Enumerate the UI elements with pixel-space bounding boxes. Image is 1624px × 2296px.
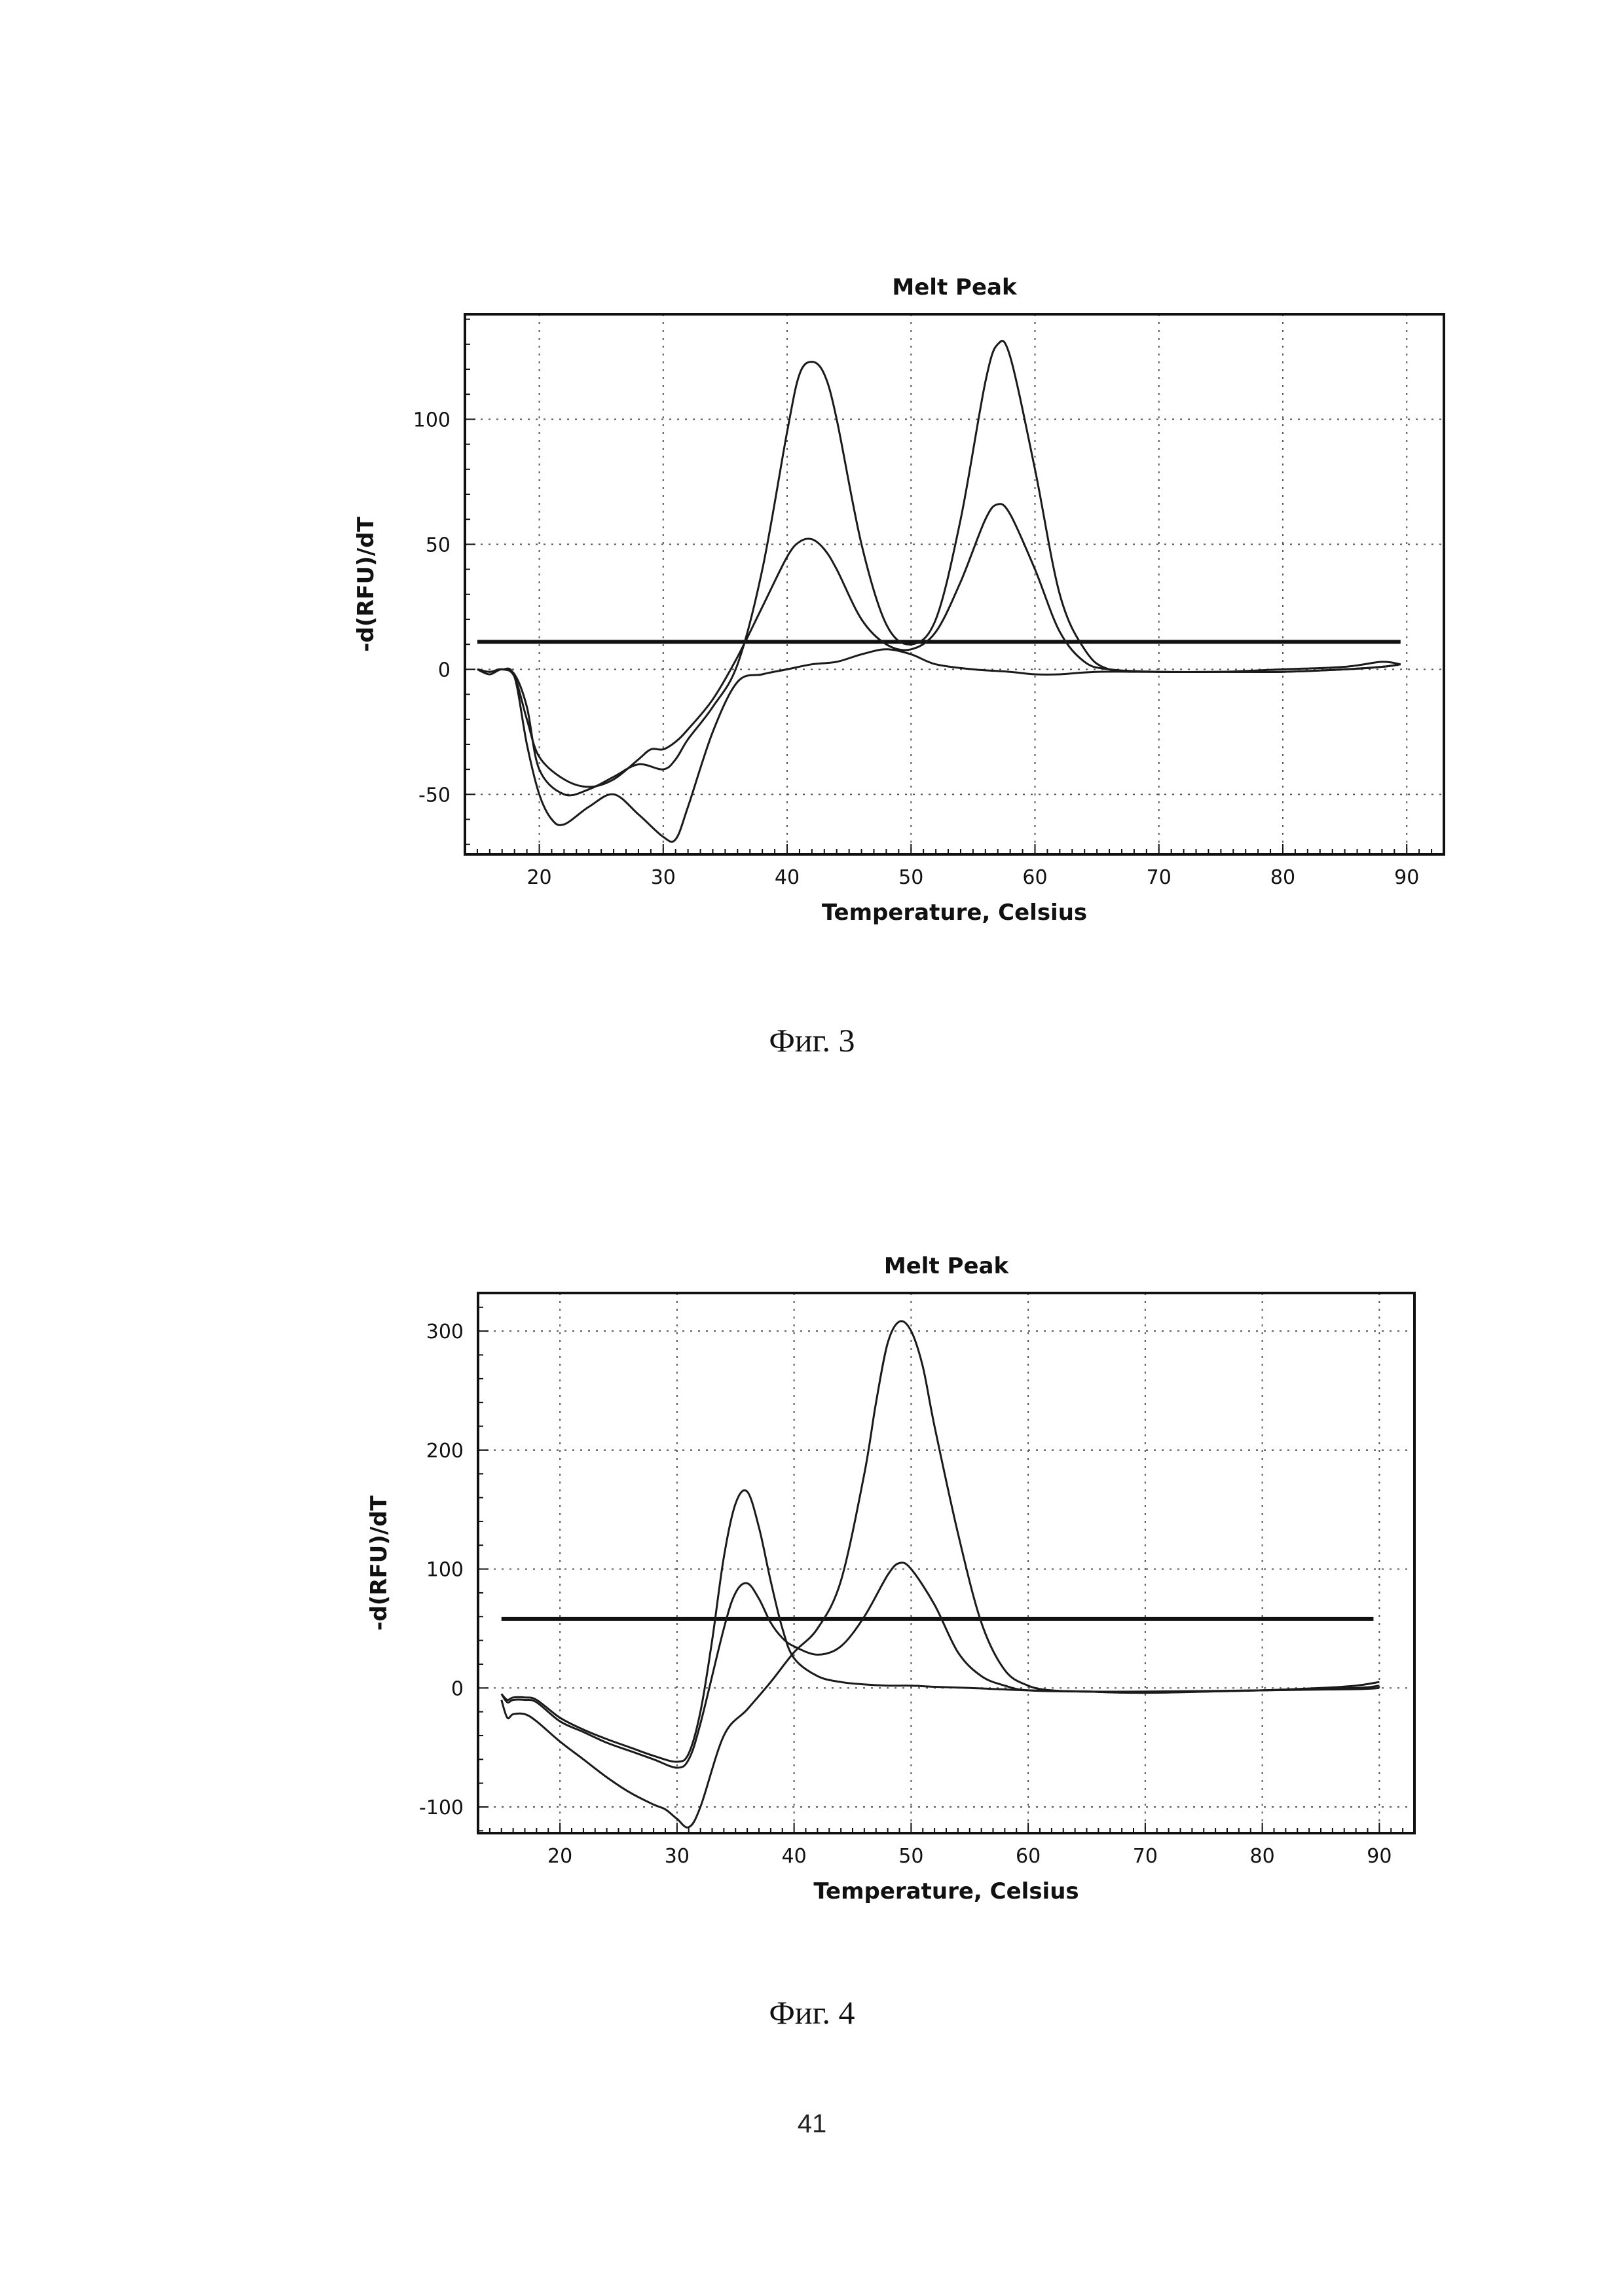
y-tick-label: -100: [419, 1796, 464, 1819]
series-line-1: [477, 341, 1401, 795]
melt-peak-chart-fig4: Melt Peak 20 30 40 50 60 70 80 90 -100 0 100 200 300 T…: [0, 1224, 1624, 1977]
page-number: 41: [0, 2109, 1624, 2139]
chart-title: Melt Peak: [892, 274, 1018, 301]
x-tick-label: 30: [665, 1845, 690, 1868]
melt-peak-chart-fig3: Melt Peak 20 30 40 50 60 70 80 90 -50 0 50 100 Temper…: [0, 249, 1624, 1002]
y-tick-label: -50: [418, 784, 451, 807]
y-tick-label: 0: [438, 659, 451, 682]
y-tick-label: 50: [426, 534, 451, 556]
x-tick-label: 80: [1270, 866, 1295, 889]
x-tick-label: 90: [1394, 866, 1419, 889]
x-tick-label: 70: [1147, 866, 1172, 889]
y-tick-label: 100: [426, 1559, 464, 1582]
x-tick-label: 20: [526, 866, 551, 889]
x-tick-label: 30: [651, 866, 676, 889]
y-axis-label: -d(RFU)/dT: [353, 516, 379, 651]
y-tick-label: 100: [413, 409, 451, 431]
x-axis-label: Temperature, Celsius: [813, 1878, 1079, 1904]
figure-4-caption: Фиг. 4: [0, 1994, 1624, 2032]
y-tick-label: 0: [451, 1677, 464, 1700]
x-tick-label: 40: [775, 866, 800, 889]
x-tick-label: 60: [1022, 866, 1047, 889]
x-tick-label: 70: [1133, 1845, 1158, 1868]
series-line-1: [502, 1490, 1380, 1762]
x-tick-label: 20: [547, 1845, 572, 1868]
x-tick-label: 60: [1016, 1845, 1041, 1868]
x-tick-label: 50: [898, 866, 923, 889]
series-line-2: [502, 1563, 1380, 1768]
y-tick-label: 200: [426, 1440, 464, 1463]
figure-3-caption: Фиг. 3: [0, 1021, 1624, 1059]
series-line-2: [477, 504, 1401, 787]
x-tick-label: 50: [898, 1845, 923, 1868]
chart-title: Melt Peak: [884, 1253, 1010, 1279]
x-tick-label: 90: [1367, 1845, 1392, 1868]
x-tick-label: 80: [1250, 1845, 1275, 1868]
y-tick-label: 300: [426, 1321, 464, 1343]
x-tick-label: 40: [782, 1845, 807, 1868]
plot-frame: [478, 1293, 1414, 1833]
plot-frame: [465, 314, 1444, 854]
y-axis-label: -d(RFU)/dT: [366, 1495, 392, 1630]
series-line-3: [477, 649, 1401, 842]
x-axis-label: Temperature, Celsius: [822, 900, 1087, 926]
